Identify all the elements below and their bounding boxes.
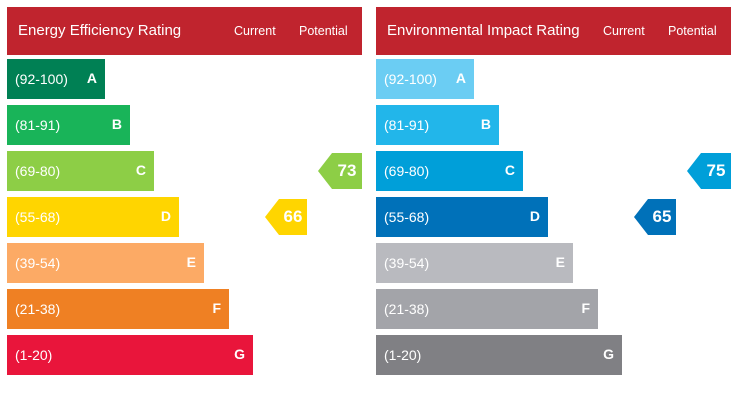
- energy-current-rating-value: 66: [283, 207, 303, 226]
- energy-efficiency-chart: Energy Efficiency Rating Current Potenti…: [7, 7, 362, 377]
- band-letter-label: C: [135, 162, 146, 178]
- band-letter-label: F: [581, 300, 590, 316]
- environmental-potential-rating-arrow: 75: [687, 153, 731, 189]
- energy-band-c: (69-80) C: [7, 151, 154, 191]
- energy-efficiency-title: Energy Efficiency Rating: [18, 22, 182, 39]
- environmental-band-e: (39-54) E: [376, 243, 573, 283]
- band-letter-label: A: [455, 70, 466, 86]
- energy-band-g: (1-20) G: [7, 335, 253, 375]
- environmental-current-rating-value: 65: [652, 207, 672, 226]
- band-range-label: (69-80): [15, 163, 61, 179]
- band-range-label: (81-91): [15, 117, 61, 133]
- environmental-band-f: (21-38) F: [376, 289, 598, 329]
- energy-potential-rating-value: 73: [337, 161, 357, 180]
- potential-column-label: Potential: [299, 24, 348, 38]
- environmental-potential-rating-value: 75: [706, 161, 726, 180]
- band-letter-label: A: [86, 70, 97, 86]
- band-letter-label: E: [186, 254, 196, 270]
- environmental-band-g: (1-20) G: [376, 335, 622, 375]
- energy-band-a: (92-100) A: [7, 59, 105, 99]
- environmental-band-b: (81-91) B: [376, 105, 499, 145]
- energy-efficiency-header: Energy Efficiency Rating Current Potenti…: [7, 7, 362, 55]
- band-range-label: (1-20): [15, 347, 53, 363]
- band-range-label: (92-100): [15, 71, 68, 87]
- band-range-label: (21-38): [384, 301, 430, 317]
- band-letter-label: D: [529, 208, 540, 224]
- environmental-current-rating-arrow: 65: [634, 199, 676, 235]
- band-letter-label: C: [504, 162, 515, 178]
- band-range-label: (69-80): [384, 163, 430, 179]
- environmental-impact-title: Environmental Impact Rating: [387, 22, 580, 39]
- potential-column-label: Potential: [668, 24, 717, 38]
- band-letter-label: F: [212, 300, 221, 316]
- band-letter-label: B: [480, 116, 491, 132]
- band-letter-label: D: [160, 208, 171, 224]
- band-range-label: (39-54): [15, 255, 61, 271]
- band-letter-label: E: [555, 254, 565, 270]
- band-range-label: (81-91): [384, 117, 430, 133]
- environmental-impact-header: Environmental Impact Rating Current Pote…: [376, 7, 731, 55]
- band-range-label: (92-100): [384, 71, 437, 87]
- environmental-band-a: (92-100) A: [376, 59, 474, 99]
- band-letter-label: G: [234, 346, 245, 362]
- energy-band-d: (55-68) D: [7, 197, 179, 237]
- current-column-label: Current: [234, 24, 276, 38]
- band-range-label: (55-68): [15, 209, 61, 225]
- energy-current-rating-arrow: 66: [265, 199, 307, 235]
- band-range-label: (1-20): [384, 347, 422, 363]
- energy-potential-rating-arrow: 73: [318, 153, 362, 189]
- band-range-label: (39-54): [384, 255, 430, 271]
- energy-band-e: (39-54) E: [7, 243, 204, 283]
- energy-band-b: (81-91) B: [7, 105, 130, 145]
- band-range-label: (55-68): [384, 209, 430, 225]
- environmental-impact-chart: Environmental Impact Rating Current Pote…: [376, 7, 731, 377]
- band-letter-label: G: [603, 346, 614, 362]
- current-column-label: Current: [603, 24, 645, 38]
- environmental-band-d: (55-68) D: [376, 197, 548, 237]
- environmental-band-c: (69-80) C: [376, 151, 523, 191]
- band-letter-label: B: [111, 116, 122, 132]
- energy-band-f: (21-38) F: [7, 289, 229, 329]
- band-range-label: (21-38): [15, 301, 61, 317]
